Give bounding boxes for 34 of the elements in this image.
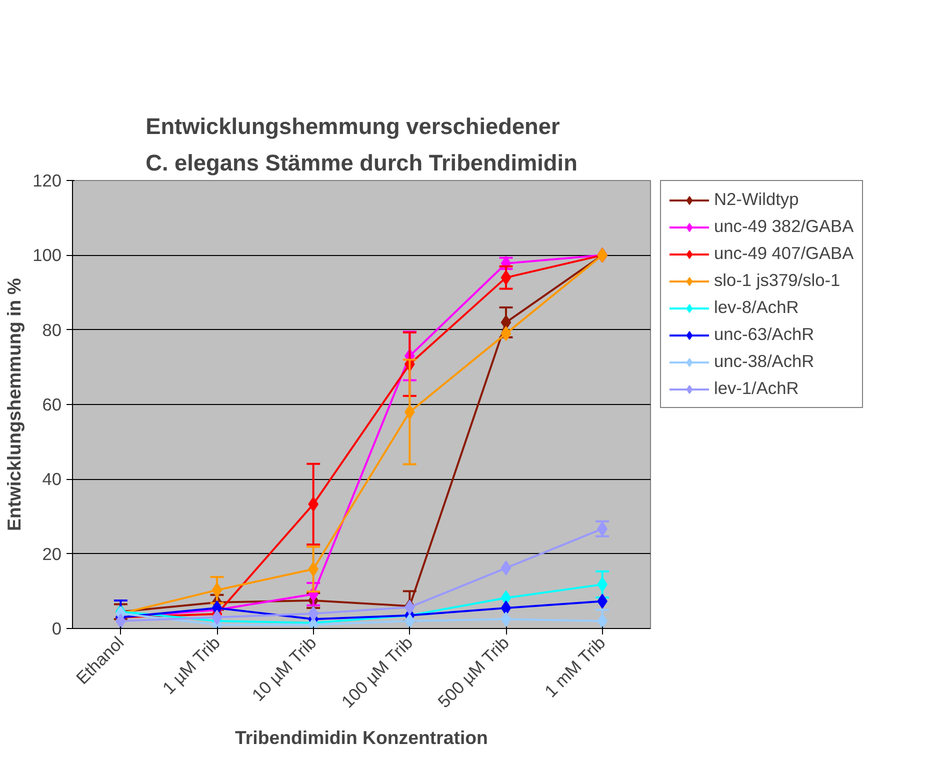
- legend-label: unc-63/AchR: [714, 324, 814, 345]
- legend-label: slo-1 js379/slo-1: [714, 270, 840, 291]
- point: [500, 270, 512, 286]
- legend-label: unc-38/AchR: [714, 351, 814, 372]
- y-tick-label: 40: [42, 469, 62, 490]
- y-tick-label: 120: [32, 170, 62, 190]
- x-tick-label: 500 µM Trib: [434, 632, 513, 712]
- legend-label: lev-8/AchR: [714, 297, 799, 318]
- y-tick-label: 100: [32, 245, 62, 266]
- x-tick-label: 10 µM Trib: [248, 632, 320, 705]
- y-tick-label: 60: [42, 394, 62, 414]
- point: [500, 612, 512, 627]
- x-tick-label: 1 mM Trib: [540, 632, 610, 702]
- point: [212, 610, 222, 625]
- point: [500, 600, 512, 616]
- x-tick-label: 100 µM Trib: [337, 632, 417, 712]
- x-tick-label: 1 µM Trib: [158, 632, 224, 698]
- y-tick-label: 20: [42, 544, 62, 564]
- y-axis-title: Entwicklungshemmung in %: [4, 278, 25, 531]
- point: [500, 314, 512, 330]
- legend-label: N2-Wildtyp: [714, 189, 799, 210]
- y-tick-label: 80: [42, 320, 62, 340]
- point: [404, 614, 415, 628]
- chart-title: Entwicklungshemmung verschiedener C. elegans Stämme durch Tribendimidin: [146, 113, 578, 176]
- point: [597, 614, 608, 628]
- point: [116, 614, 126, 628]
- y-tick-label: 0: [52, 618, 62, 638]
- point: [500, 560, 512, 576]
- legend-label: unc-49 382/GABA: [714, 216, 854, 237]
- point: [212, 582, 222, 598]
- legend-label: unc-49 407/GABA: [714, 243, 854, 264]
- x-axis-title: Tribendimidin Konzentration: [235, 726, 488, 748]
- legend-label: lev-1/AchR: [714, 378, 799, 399]
- point: [500, 326, 512, 342]
